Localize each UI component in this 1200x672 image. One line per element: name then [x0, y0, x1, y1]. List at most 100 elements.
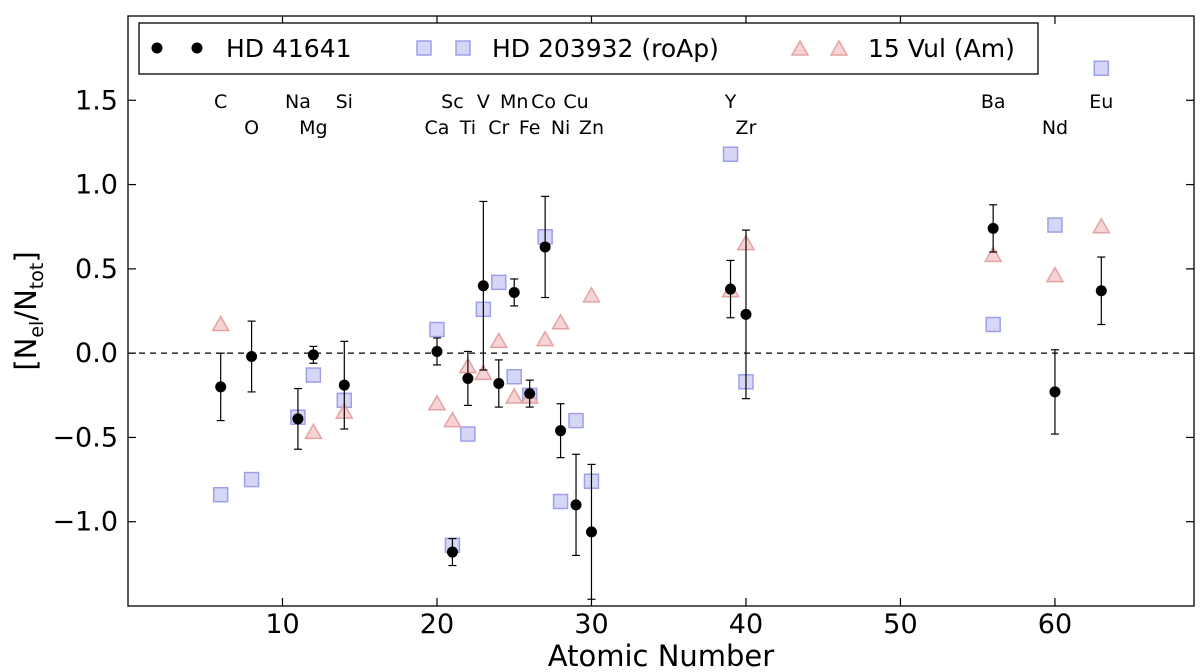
- hd203932-point: [1093, 60, 1110, 77]
- legend-box: [138, 22, 1039, 75]
- y-tick-label: 1.5: [75, 85, 118, 116]
- hd41641-point: [1049, 386, 1061, 398]
- 15vul-point: [443, 411, 462, 428]
- hd203932-point: [491, 274, 507, 291]
- hd203932-point: [552, 493, 569, 510]
- hd203932-point: [506, 368, 522, 385]
- hd41641-point: [292, 413, 304, 425]
- hd41641-point: [524, 388, 536, 400]
- legend-markers: [151, 39, 849, 56]
- hd41641-point: [493, 377, 505, 389]
- 15vul-point: [1092, 217, 1111, 234]
- legend-marker-hd203932: [416, 40, 432, 56]
- hd203932-point: [460, 426, 476, 442]
- element-label-mg: Mg: [299, 117, 327, 139]
- element-label-ti: Ti: [459, 117, 476, 139]
- element-label-cu: Cu: [563, 91, 588, 113]
- element-label-o: O: [244, 117, 259, 139]
- 15vul-point: [304, 422, 323, 440]
- y-tick-label: −0.5: [52, 422, 118, 453]
- plot-frame: [127, 15, 1195, 607]
- hd41641-point: [1095, 285, 1107, 297]
- y-title-sub-tot: tot: [26, 263, 48, 290]
- legend-label-hd203932: HD 203932 (roAp): [492, 34, 719, 63]
- y-title-mid: /N: [9, 289, 43, 320]
- element-label-sc: Sc: [441, 91, 464, 113]
- hd203932-point: [1047, 217, 1063, 233]
- legend-label-hd41641: HD 41641: [226, 34, 352, 63]
- hd41641-point: [477, 280, 489, 292]
- element-label-ca: Ca: [425, 117, 450, 139]
- x-tick-label: 30: [574, 609, 608, 640]
- 15vul-point: [1045, 266, 1065, 283]
- 15vul-point: [504, 387, 524, 404]
- element-label-mn: Mn: [500, 91, 528, 113]
- hd41641-point: [462, 372, 474, 384]
- legend-marker-hd41641: [191, 42, 203, 54]
- element-label-co: Co: [531, 91, 556, 113]
- x-tick-label: 50: [883, 609, 917, 640]
- element-labels: CO Na Mg Si Sc Ca VTi Mn Cr Co Fe Cu Ni Zn Y Zr Ba Nd Eu: [214, 91, 1113, 139]
- hd41641-point: [307, 349, 319, 361]
- hd41641-point: [987, 222, 999, 234]
- element-label-nd: Nd: [1042, 117, 1068, 139]
- legend-marker-hd203932: [455, 40, 471, 56]
- hd41641-point: [338, 379, 350, 391]
- element-label-zr: Zr: [736, 117, 757, 139]
- 15vul-point: [427, 394, 447, 411]
- y-title-open: [N: [9, 338, 43, 371]
- 15vul-point: [211, 314, 230, 332]
- hd203932-point: [243, 471, 260, 488]
- hd41641-point: [740, 308, 752, 320]
- hd203932-point: [722, 146, 739, 162]
- x-tick-label: 20: [420, 609, 454, 640]
- hd41641-point: [215, 381, 227, 393]
- hd41641-point: [539, 241, 551, 253]
- element-label-fe: Fe: [519, 117, 541, 139]
- hd41641-point: [570, 499, 582, 511]
- 15vul-point: [551, 313, 570, 330]
- x-tick-label: 10: [265, 609, 299, 640]
- element-label-eu: Eu: [1089, 91, 1113, 113]
- element-label-ni: Ni: [551, 117, 571, 139]
- hd203932-point: [305, 367, 322, 383]
- x-axis-title: Atomic Number: [548, 639, 774, 672]
- legend: HD 41641 HD 203932 (roAp) 15 Vul (Am): [138, 22, 1039, 75]
- y-tick-label: 0.0: [75, 338, 118, 369]
- hd41641-point: [446, 546, 458, 558]
- element-label-ba: Ba: [981, 91, 1006, 113]
- 15vul-point: [983, 245, 1003, 263]
- 15vul-point: [474, 363, 493, 381]
- legend-marker-15vul: [829, 39, 849, 56]
- legend-label-15vul: 15 Vul (Am): [868, 34, 1015, 63]
- element-label-si: Si: [336, 91, 353, 113]
- data-markers: [211, 60, 1111, 600]
- x-tick-label: 40: [729, 609, 763, 640]
- hd41641-point: [246, 351, 258, 363]
- element-label-cr: Cr: [488, 117, 509, 139]
- x-tick-label: 60: [1038, 609, 1072, 640]
- y-axis-title: [Nel/Ntot]: [9, 251, 48, 370]
- axis-ticks: 10 20 30 40 50 60 1.5 1.0 0.5 0.0 −0.5 −1.0: [52, 16, 1194, 640]
- hd203932-point: [568, 412, 584, 429]
- y-tick-label: 1.0: [75, 170, 118, 201]
- element-label-v: V: [477, 91, 490, 113]
- 15vul-point: [489, 331, 509, 349]
- hd203932-point: [985, 316, 1001, 333]
- y-title-sub-el: el: [26, 321, 48, 338]
- element-label-c: C: [214, 91, 227, 113]
- hd41641-point: [725, 283, 737, 295]
- hd41641-point: [585, 526, 597, 538]
- 15vul-point: [535, 330, 555, 347]
- hd41641-point: [555, 425, 567, 437]
- hd41641-point: [431, 345, 443, 357]
- y-tick-label: 0.5: [75, 254, 118, 285]
- y-tick-label: −1.0: [52, 507, 118, 538]
- y-title-close: ]: [9, 251, 43, 262]
- hd203932-point: [429, 321, 445, 338]
- hd41641-point: [508, 286, 520, 298]
- 15vul-point: [582, 286, 601, 303]
- element-label-y: Y: [724, 91, 737, 113]
- legend-marker-15vul: [790, 39, 810, 56]
